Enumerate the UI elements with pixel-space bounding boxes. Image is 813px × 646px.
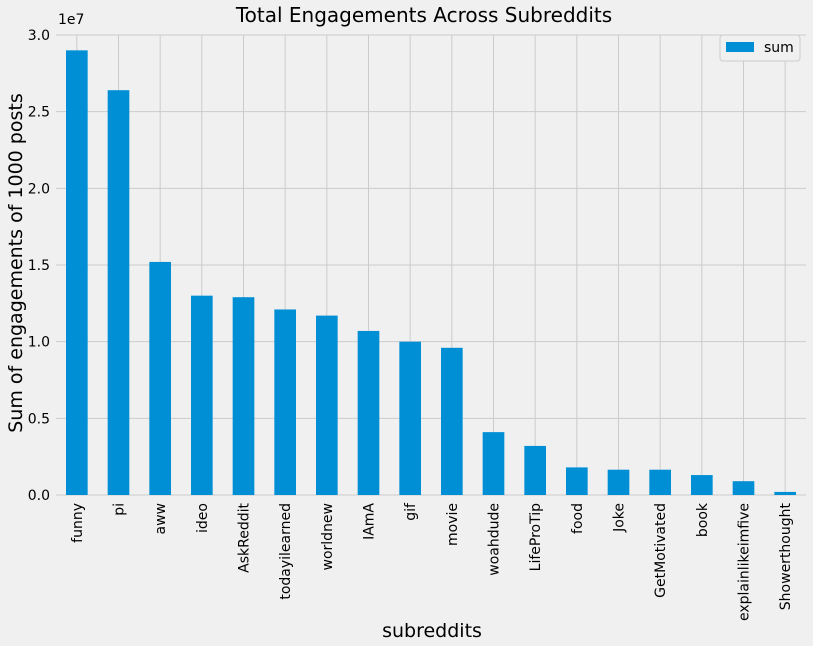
- x-tick-label: aww: [153, 503, 169, 534]
- bar-explainlikeimfive: [732, 481, 755, 495]
- legend-label: sum: [764, 40, 794, 56]
- x-tick-label: pi: [112, 503, 128, 516]
- x-tick-label: movie: [445, 503, 461, 546]
- bar-movie: [441, 347, 463, 495]
- x-axis-title: subreddits: [382, 620, 482, 642]
- y-tick-label: 0.5: [28, 411, 50, 427]
- y-tick-label: 2.0: [28, 181, 50, 197]
- x-tick-label: Joke: [612, 503, 628, 533]
- bar-ideo: [191, 295, 213, 495]
- bar-aww: [149, 261, 171, 495]
- y-tick-labels: 0.0 0.5 1.0 1.5 2.0 2.5 3.0: [28, 28, 50, 504]
- x-tick-label: Showerthought: [778, 502, 794, 610]
- bars: [66, 50, 796, 495]
- x-tick-label: LifeProTip: [528, 503, 544, 571]
- y-axis-title: Sum of engagements of 1000 posts: [5, 93, 27, 433]
- bar-woahdude: [482, 432, 505, 495]
- bar-funny: [66, 50, 88, 495]
- bar-lifeprotip: [524, 445, 546, 495]
- y-tick-label: 1.5: [28, 258, 50, 274]
- chart-title: Total Engagements Across Subreddits: [235, 3, 612, 27]
- y-tick-label: 1.0: [28, 335, 50, 351]
- bar-gif: [399, 341, 421, 495]
- bar-todayilearned: [274, 309, 296, 495]
- bar-food: [566, 467, 588, 495]
- legend: sum: [719, 34, 801, 62]
- x-tick-label: IAmA: [362, 503, 378, 540]
- bar-book: [691, 475, 713, 495]
- legend-box: [719, 34, 801, 62]
- x-tick-label: explainlikeimfive: [737, 503, 753, 621]
- x-tick-labels: funny pi aww ideo AskReddit todayilearned worl…: [70, 502, 794, 621]
- x-tick-label: worldnew: [320, 503, 336, 570]
- y-tick-label: 0.0: [28, 488, 50, 504]
- x-tick-label: todayilearned: [278, 503, 294, 600]
- bar-getmotivated: [649, 469, 671, 495]
- x-tick-label: food: [570, 503, 586, 534]
- legend-swatch: [726, 42, 754, 52]
- y-tick-label: 2.5: [28, 105, 50, 121]
- y-tick-label: 3.0: [28, 28, 50, 44]
- x-tick-label: AskReddit: [237, 502, 253, 572]
- bar-askreddit: [232, 297, 255, 495]
- x-tick-label: GetMotivated: [653, 503, 669, 598]
- bar-joke: [607, 469, 630, 495]
- x-tick-label: funny: [70, 503, 86, 543]
- y-multiplier-label: 1e7: [58, 12, 84, 28]
- x-tick-label: woahdude: [487, 503, 503, 576]
- x-tick-label: gif: [403, 502, 419, 521]
- x-tick-label: ideo: [195, 503, 211, 533]
- bar-pi: [107, 90, 130, 495]
- bar-showerthought: [774, 491, 796, 495]
- x-tick-label: book: [695, 502, 711, 537]
- bar-worldnew: [316, 315, 338, 495]
- bar-iama: [357, 330, 380, 495]
